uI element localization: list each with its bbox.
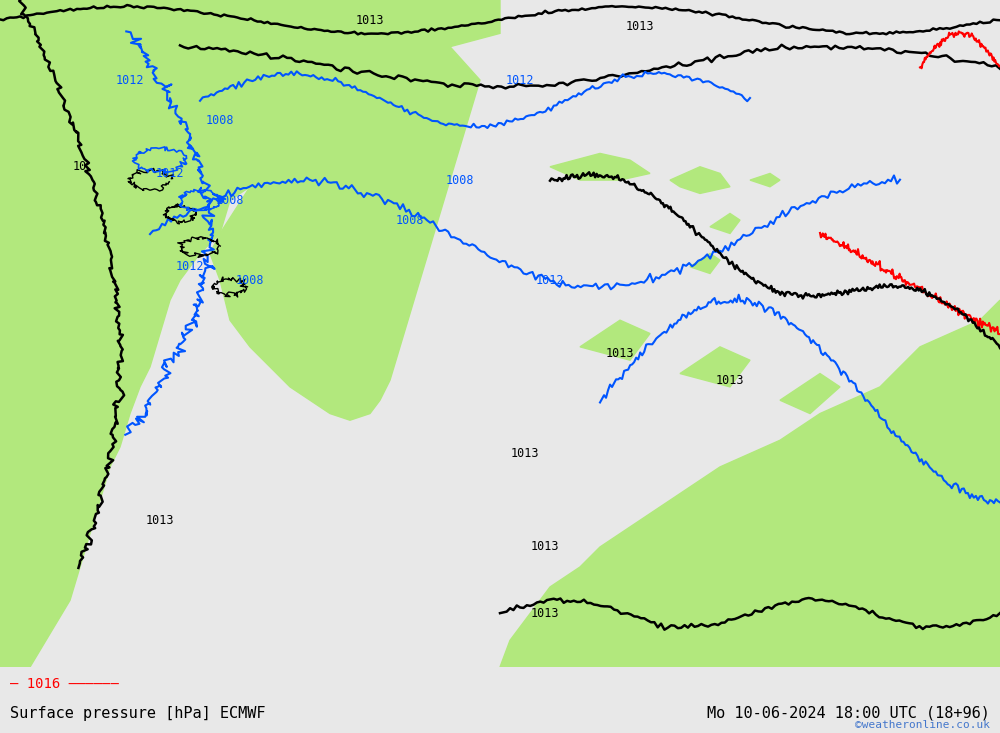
Polygon shape (680, 347, 750, 387)
Text: 1013: 1013 (531, 607, 559, 620)
Text: 1012: 1012 (116, 73, 144, 86)
Text: 1008: 1008 (236, 273, 264, 287)
Polygon shape (0, 0, 500, 667)
Polygon shape (500, 301, 1000, 667)
Text: 1013: 1013 (531, 540, 559, 553)
Text: 1012: 1012 (176, 260, 204, 273)
Text: 1012: 1012 (536, 273, 564, 287)
Text: 1008: 1008 (216, 194, 244, 207)
Text: — 1016 ——————: — 1016 —————— (10, 677, 119, 690)
Text: 1013: 1013 (356, 13, 384, 26)
Text: Mo 10-06-2024 18:00 UTC (18+96): Mo 10-06-2024 18:00 UTC (18+96) (707, 706, 990, 721)
Text: 1008: 1008 (396, 213, 424, 226)
Polygon shape (690, 254, 720, 273)
Text: 1008: 1008 (446, 174, 474, 187)
Polygon shape (750, 174, 780, 187)
Text: ©weatheronline.co.uk: ©weatheronline.co.uk (855, 720, 990, 730)
Text: Surface pressure [hPa] ECMWF: Surface pressure [hPa] ECMWF (10, 706, 266, 721)
Polygon shape (210, 47, 480, 420)
Text: 1012: 1012 (156, 167, 184, 180)
Polygon shape (780, 374, 840, 413)
Text: 1012: 1012 (506, 73, 534, 86)
Text: 1013: 1013 (146, 514, 174, 527)
Text: 1008: 1008 (206, 114, 234, 127)
Text: 1013: 1013 (716, 374, 744, 387)
Polygon shape (580, 320, 650, 360)
Polygon shape (550, 153, 650, 180)
Polygon shape (710, 213, 740, 233)
Text: 1013: 1013 (606, 347, 634, 360)
Polygon shape (670, 167, 730, 194)
Text: 10: 10 (73, 161, 87, 173)
Text: 1013: 1013 (626, 21, 654, 33)
Text: 1013: 1013 (511, 447, 539, 460)
